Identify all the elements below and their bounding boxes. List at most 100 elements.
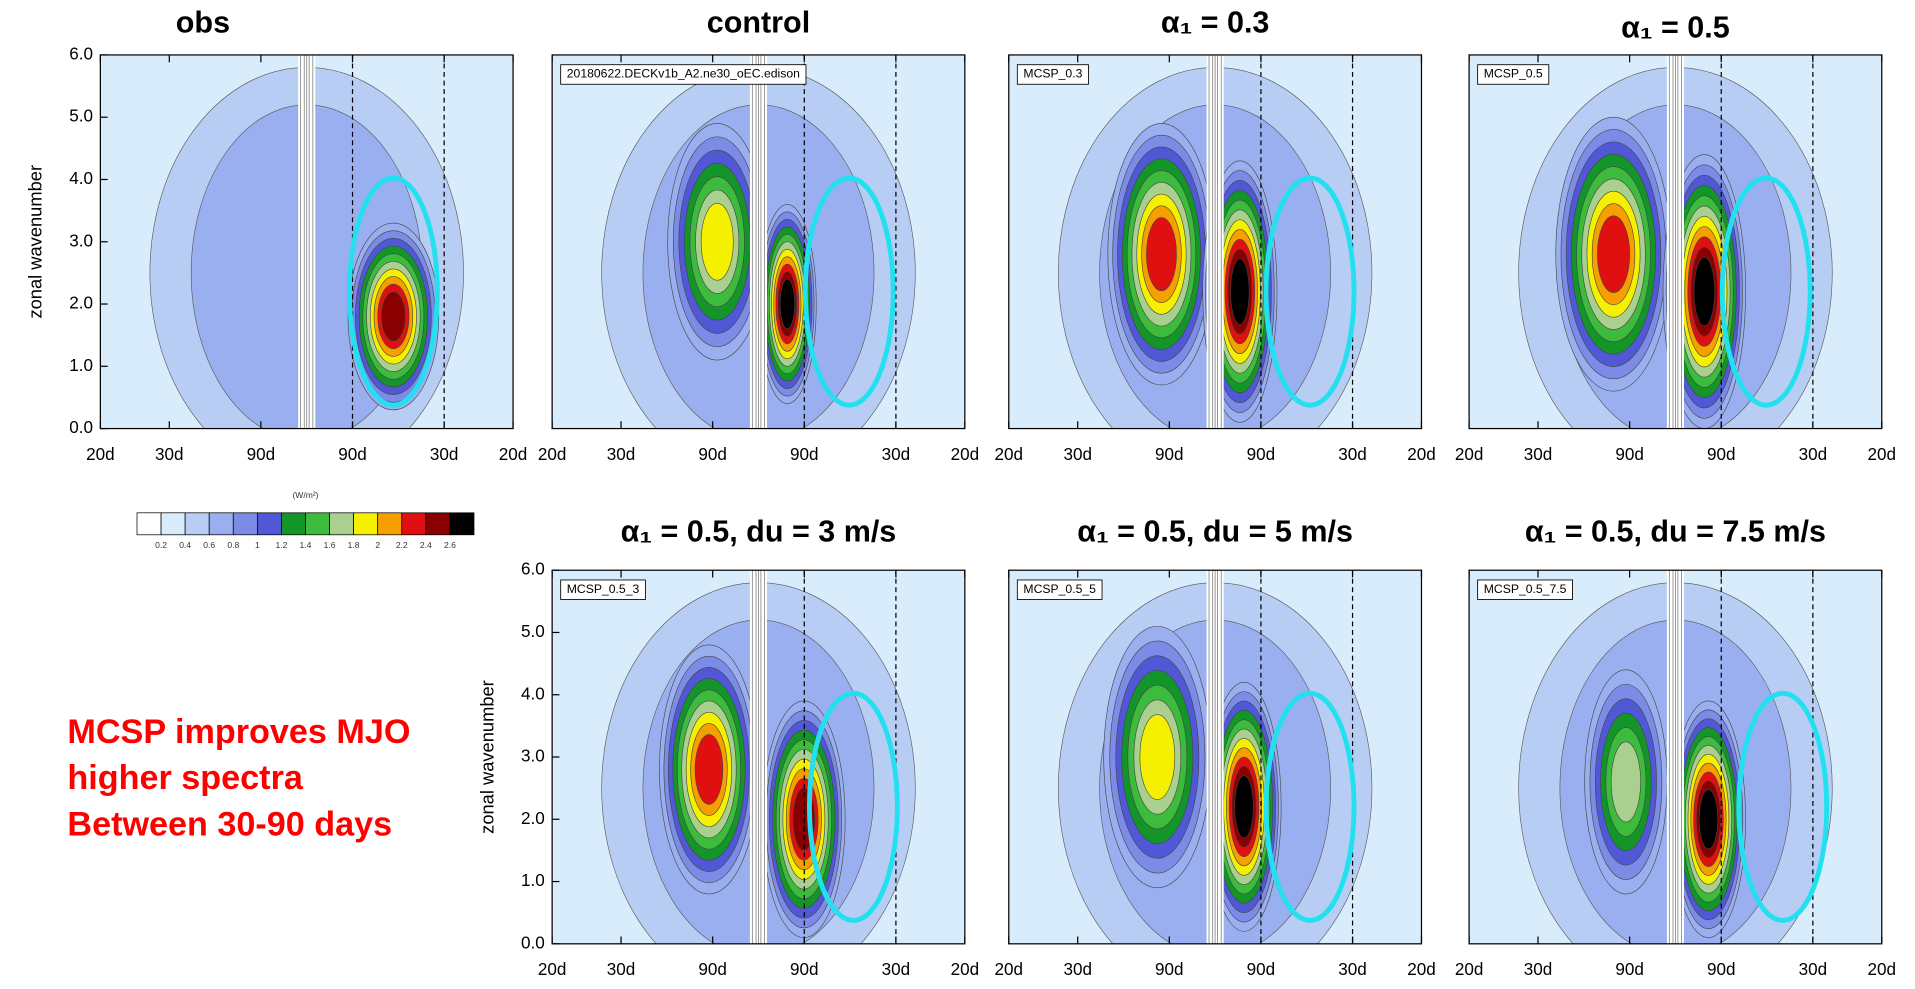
y-tick-label: 4.0 bbox=[521, 684, 545, 703]
contour-fill bbox=[779, 278, 795, 330]
x-tick-label: 30d bbox=[882, 445, 910, 464]
panel-title: control bbox=[707, 5, 810, 39]
x-tick-label: 90d bbox=[1247, 445, 1276, 464]
x-tick-label: 90d bbox=[698, 960, 726, 979]
x-tick-label: 20d bbox=[1407, 960, 1436, 979]
x-tick-label: 30d bbox=[1063, 445, 1092, 464]
note-line: MCSP improves MJO bbox=[67, 713, 410, 751]
x-tick-label: 90d bbox=[698, 445, 726, 464]
x-tick-label: 30d bbox=[155, 445, 184, 464]
x-tick-label: 90d bbox=[790, 960, 818, 979]
x-tick-label: 90d bbox=[1247, 960, 1276, 979]
x-tick-label: 90d bbox=[338, 445, 367, 464]
panel-label: MCSP_0.3 bbox=[1023, 67, 1082, 81]
colorbar-tick-label: 2.2 bbox=[396, 540, 408, 550]
highlight-ellipse bbox=[1719, 175, 1813, 408]
highlight-ellipse bbox=[1263, 690, 1357, 923]
colorbar-swatch bbox=[401, 512, 427, 536]
colorbar-swatch bbox=[184, 512, 210, 536]
panel-label: MCSP_0.5_7.5 bbox=[1484, 582, 1567, 596]
y-tick-label: 0.0 bbox=[521, 933, 545, 952]
colorbar-tick-label: 0.4 bbox=[179, 540, 191, 550]
colorbar-tick-label: 1.6 bbox=[324, 540, 336, 550]
plot-frame bbox=[1468, 569, 1883, 945]
note-line: higher spectra bbox=[67, 759, 303, 797]
x-tick-label: 90d bbox=[1155, 960, 1184, 979]
contour-fill bbox=[1698, 789, 1719, 850]
x-tick-label: 20d bbox=[538, 960, 567, 979]
x-tick-label: 90d bbox=[1707, 445, 1736, 464]
contour-fill bbox=[381, 291, 406, 342]
contour-panel bbox=[1008, 54, 1422, 429]
colorbar-swatch bbox=[305, 512, 330, 536]
x-tick-label: 30d bbox=[1063, 960, 1092, 979]
colorbar-swatch bbox=[449, 512, 475, 536]
x-tick-label: 20d bbox=[499, 445, 528, 464]
y-axis-label: zonal wavenumber bbox=[25, 165, 46, 319]
contour-panel bbox=[1008, 570, 1422, 944]
x-tick-label: 90d bbox=[1615, 445, 1644, 464]
x-tick-label: 30d bbox=[607, 960, 635, 979]
x-tick-label: 20d bbox=[86, 445, 115, 464]
highlight-ellipse bbox=[1736, 690, 1830, 923]
plot-frame bbox=[1008, 54, 1423, 430]
y-tick-label: 6.0 bbox=[69, 44, 93, 63]
x-tick-label: 20d bbox=[1868, 445, 1897, 464]
x-tick-label: 20d bbox=[995, 960, 1024, 979]
colorbar-tick-label: 2.6 bbox=[444, 540, 456, 550]
panel-title: α₁ = 0.3 bbox=[1161, 5, 1270, 39]
y-tick-label: 1.0 bbox=[69, 356, 93, 375]
colorbar-swatch bbox=[208, 512, 234, 536]
y-tick-label: 0.0 bbox=[69, 418, 93, 437]
plot-frame bbox=[1468, 54, 1883, 430]
x-tick-label: 20d bbox=[951, 960, 979, 979]
panel-label: MCSP_0.5 bbox=[1484, 67, 1543, 81]
panel-title: obs bbox=[176, 5, 230, 39]
y-tick-label: 2.0 bbox=[521, 809, 545, 828]
contour-fill bbox=[1610, 741, 1641, 823]
contour-panel bbox=[552, 54, 965, 429]
x-tick-label: 30d bbox=[1338, 445, 1367, 464]
colorbar-tick-label: 0.6 bbox=[203, 540, 215, 550]
panel-title: α₁ = 0.5, du = 3 m/s bbox=[621, 515, 897, 549]
x-tick-label: 30d bbox=[607, 445, 635, 464]
panel-label: MCSP_0.5_5 bbox=[1023, 582, 1096, 596]
y-tick-label: 5.0 bbox=[521, 622, 545, 641]
colorbar-swatch bbox=[425, 512, 451, 536]
panel-title: α₁ = 0.5 bbox=[1621, 10, 1730, 44]
x-tick-label: 90d bbox=[1615, 960, 1644, 979]
x-tick-label: 90d bbox=[1707, 960, 1736, 979]
panel-title: α₁ = 0.5, du = 7.5 m/s bbox=[1525, 515, 1826, 549]
colorbar-tick-label: 2.4 bbox=[420, 540, 432, 550]
label-box bbox=[560, 64, 807, 85]
panel-title: α₁ = 0.5, du = 5 m/s bbox=[1077, 515, 1353, 549]
y-tick-label: 1.0 bbox=[521, 871, 545, 890]
contour-fill bbox=[694, 734, 724, 805]
y-tick-label: 4.0 bbox=[69, 169, 93, 188]
contour-fill bbox=[1234, 775, 1254, 839]
y-tick-label: 2.0 bbox=[69, 294, 93, 313]
y-tick-label: 3.0 bbox=[521, 747, 545, 766]
colorbar-swatch bbox=[377, 512, 403, 536]
x-tick-label: 30d bbox=[1524, 960, 1553, 979]
contour-panel bbox=[100, 54, 514, 429]
colorbar-units: (W/m²) bbox=[292, 490, 318, 500]
panel-label: 20180622.DECKv1b_A2.ne30_oEC.edison bbox=[567, 67, 800, 81]
colorbar-swatch bbox=[136, 512, 162, 536]
y-tick-label: 3.0 bbox=[69, 231, 93, 250]
colorbar-tick-label: 1.2 bbox=[275, 540, 287, 550]
colorbar-tick-label: 1.8 bbox=[348, 540, 360, 550]
highlight-ellipse bbox=[1263, 175, 1357, 408]
colorbar-swatch bbox=[160, 512, 186, 536]
x-tick-label: 20d bbox=[1868, 960, 1897, 979]
colorbar-swatch bbox=[256, 512, 282, 536]
colorbar-tick-label: 2 bbox=[375, 540, 380, 550]
x-tick-label: 20d bbox=[951, 445, 979, 464]
y-tick-label: 6.0 bbox=[521, 560, 545, 579]
colorbar-tick-label: 1 bbox=[255, 540, 260, 550]
label-box bbox=[1016, 579, 1103, 600]
highlight-ellipse bbox=[807, 690, 900, 923]
contour-fill bbox=[1146, 217, 1177, 292]
plot-frame bbox=[551, 569, 966, 945]
